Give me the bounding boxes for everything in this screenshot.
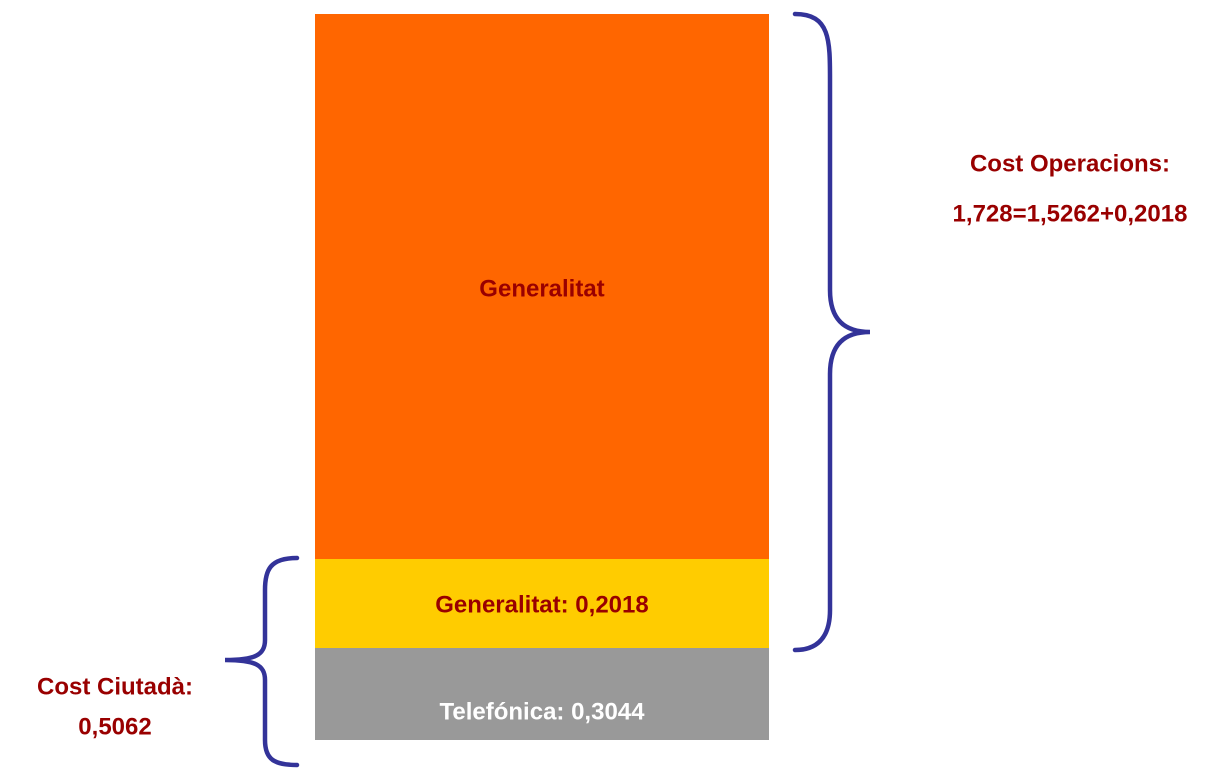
brace-right [792, 11, 871, 653]
block-label: Telefónica: 0,3044 [440, 698, 646, 725]
brace-label: Cost Ciutadà: [37, 673, 193, 700]
block-label: Generalitat [479, 275, 604, 302]
block-generalitat-share [315, 559, 769, 648]
brace-label: 1,728=1,5262+0,2018 [953, 200, 1188, 227]
brace-left [224, 555, 300, 768]
brace-label: Cost Operacions: [970, 150, 1170, 177]
block-label: Generalitat: 0,2018 [435, 591, 648, 618]
block-telefonica [315, 648, 769, 740]
block-generalitat [315, 14, 769, 559]
brace-label: 0,5062 [78, 713, 151, 740]
